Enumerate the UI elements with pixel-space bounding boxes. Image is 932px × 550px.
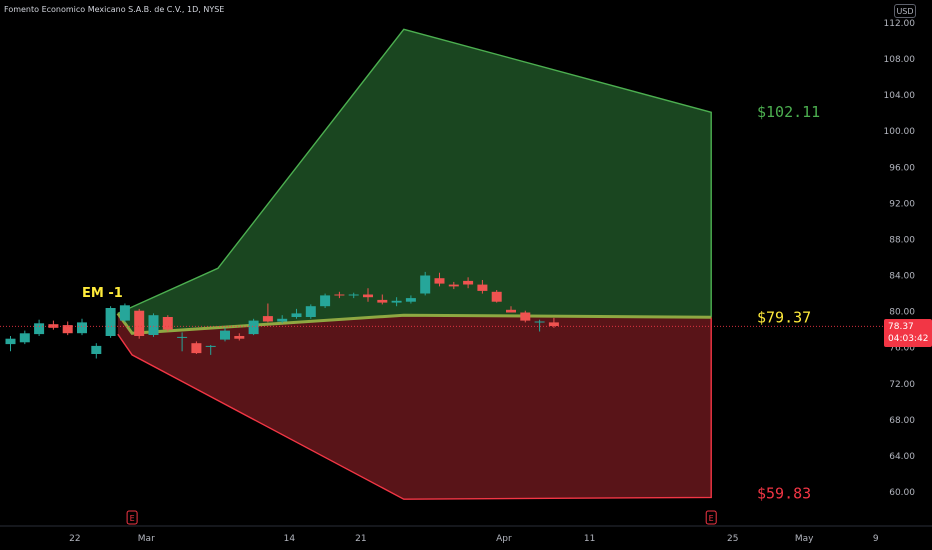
candle-body xyxy=(506,309,516,313)
price-axis[interactable]: 60.00 64.00 68.00 72.00 76.00 80.00 84.00 88.00… xyxy=(884,0,932,550)
price-tick-label: 80.00 xyxy=(889,308,915,318)
earnings-marker-icon xyxy=(126,510,138,525)
bar-countdown: 04:03:42 xyxy=(888,334,929,344)
candle-body xyxy=(48,324,59,328)
earnings-marker-icon xyxy=(705,510,717,525)
time-tick-label: May xyxy=(795,534,814,544)
time-axis[interactable]: 22 Mar 14 21 Apr 11 25 May 9 E E xyxy=(0,510,932,544)
candle-body xyxy=(477,284,488,291)
candle-body xyxy=(377,299,388,303)
candle-body xyxy=(277,318,288,322)
candle-body xyxy=(177,336,188,338)
price-tick-label: 100.00 xyxy=(884,127,916,137)
time-tick-label: 9 xyxy=(873,534,879,544)
lower-band-line xyxy=(117,317,712,500)
upper-band-line xyxy=(117,28,712,318)
price-tick-label: 60.00 xyxy=(889,488,915,498)
candle-body xyxy=(391,300,402,303)
candle-body xyxy=(5,338,16,345)
lower-band-fill xyxy=(117,313,712,500)
time-tick-label: 25 xyxy=(727,534,738,544)
candle-body xyxy=(148,315,159,335)
time-tick-label: Mar xyxy=(138,534,155,544)
candle-body xyxy=(105,308,116,336)
price-tick-label: 92.00 xyxy=(889,199,915,209)
candle-body xyxy=(162,317,173,330)
time-tick-label: 22 xyxy=(69,534,80,544)
candle-body xyxy=(19,333,30,343)
candle-body xyxy=(405,298,416,302)
expected-move-bands xyxy=(116,28,712,500)
price-tick-label: 104.00 xyxy=(884,91,916,101)
price-axis-background xyxy=(884,0,932,550)
time-tick-label: Apr xyxy=(496,534,512,544)
candle-body xyxy=(248,320,259,335)
candle-body xyxy=(205,345,216,347)
candle-body xyxy=(448,284,459,287)
candle-body xyxy=(234,336,245,339)
time-tick-label: 21 xyxy=(355,534,366,544)
upper-band-fill xyxy=(117,29,712,334)
candle-body xyxy=(334,294,345,296)
candle-body xyxy=(534,321,545,323)
price-tick-label: 88.00 xyxy=(889,236,915,246)
candlestick-series xyxy=(5,271,559,359)
earnings-marker-label: E xyxy=(130,514,135,523)
price-tick-label: 96.00 xyxy=(889,163,915,173)
candle-body xyxy=(320,295,331,307)
candle-body xyxy=(548,322,559,326)
candle-body xyxy=(134,310,145,336)
lower-band-label: $59.83 xyxy=(757,485,811,503)
candle-body xyxy=(491,291,502,302)
candle-body xyxy=(34,323,45,335)
candle-body xyxy=(62,325,73,334)
price-tick-label: 72.00 xyxy=(889,380,915,390)
price-tick-label: 112.00 xyxy=(884,19,916,29)
time-tick-label: 14 xyxy=(284,534,296,544)
candle-body xyxy=(291,313,302,317)
candle-body xyxy=(434,278,445,284)
current-price-value: 78.37 xyxy=(888,322,914,332)
candle-body xyxy=(119,305,130,321)
candle-body xyxy=(220,330,230,340)
price-tick-label: 84.00 xyxy=(889,272,915,282)
candle-body xyxy=(420,275,431,294)
candle-body xyxy=(520,312,531,321)
candle-body xyxy=(77,322,87,334)
candle-body xyxy=(363,294,373,298)
earnings-marker-label: E xyxy=(709,514,714,523)
price-tick-label: 68.00 xyxy=(889,416,915,426)
candle-body xyxy=(348,294,359,296)
price-tick-label: 64.00 xyxy=(889,452,915,462)
candle-body xyxy=(305,306,316,317)
mid-band-label: $79.37 xyxy=(757,308,811,326)
candle-body xyxy=(262,316,273,322)
band-labels: $102.11 $79.37 $59.83 EM -1 xyxy=(82,103,820,502)
currency-button[interactable]: USD xyxy=(894,4,916,18)
current-price-badge: 78.37 04:03:42 xyxy=(884,319,932,347)
mid-band-line xyxy=(116,312,712,335)
price-tick-label: 108.00 xyxy=(884,55,916,65)
chart-title: Fomento Economico Mexicano S.A.B. de C.V… xyxy=(4,5,225,14)
time-tick-label: 11 xyxy=(584,534,595,544)
upper-band-label: $102.11 xyxy=(757,103,820,121)
em-label: EM -1 xyxy=(82,286,123,301)
candle-body xyxy=(91,345,102,354)
candle-body xyxy=(463,280,474,285)
price-tick-label: 76.00 xyxy=(889,344,915,354)
candle-body xyxy=(191,343,202,354)
